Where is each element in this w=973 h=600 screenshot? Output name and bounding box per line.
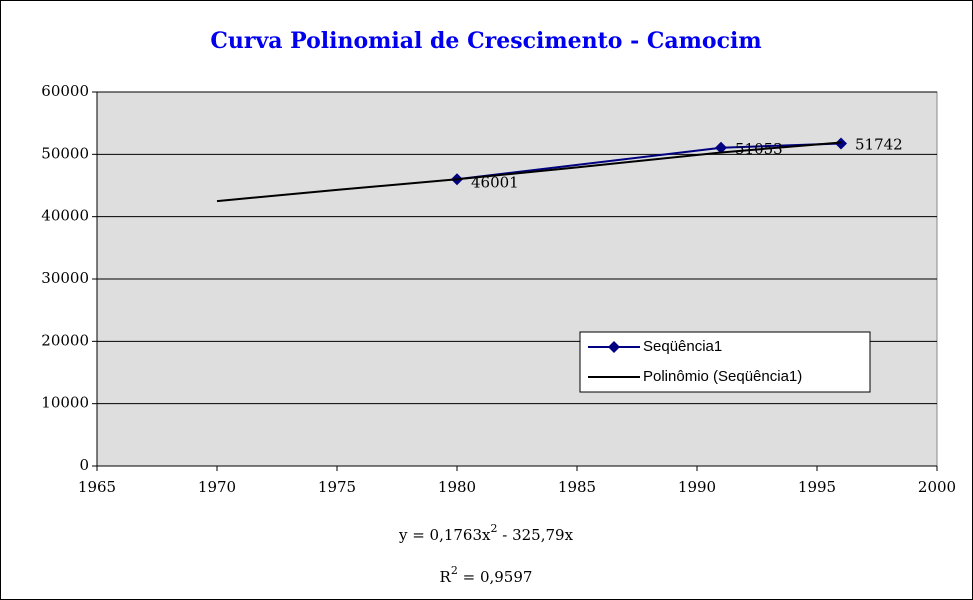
legend-box [579, 331, 871, 393]
series-line [216, 141, 842, 203]
x-tick-label: 1965 [78, 478, 116, 496]
x-tick-label: 1995 [798, 478, 836, 496]
equation: y = 0,1763x2 - 325,79x [398, 522, 574, 544]
x-tick-label: 1980 [438, 478, 476, 496]
x-tick-label: 1970 [198, 478, 236, 496]
y-tick-label: 30000 [41, 269, 89, 287]
x-tick-label: 1990 [678, 478, 716, 496]
x-tick-label: 1985 [558, 478, 596, 496]
data-point [715, 141, 727, 154]
legend: Seqüência1 Polinômio (Seqüência1) [579, 331, 871, 393]
r-squared: R2 = 0,9597 [440, 564, 533, 586]
data-label: 46001 [471, 173, 519, 191]
legend-label: Polinômio (Seqüência1) [643, 368, 802, 385]
y-tick-label: 10000 [41, 394, 89, 412]
y-tick-label: 50000 [41, 144, 89, 162]
x-tick-label: 1975 [318, 478, 356, 496]
data-label: 51742 [855, 135, 903, 153]
y-tick-label: 60000 [41, 82, 89, 100]
y-tick-label: 20000 [41, 331, 89, 349]
legend-label: Seqüência1 [643, 338, 722, 355]
legend-marker [608, 341, 620, 353]
chart-title: Curva Polinomial de Crescimento - Camoci… [210, 28, 761, 54]
y-tick-label: 0 [79, 456, 89, 474]
y-tick-label: 40000 [41, 207, 89, 225]
x-tick-label: 2000 [918, 478, 956, 496]
